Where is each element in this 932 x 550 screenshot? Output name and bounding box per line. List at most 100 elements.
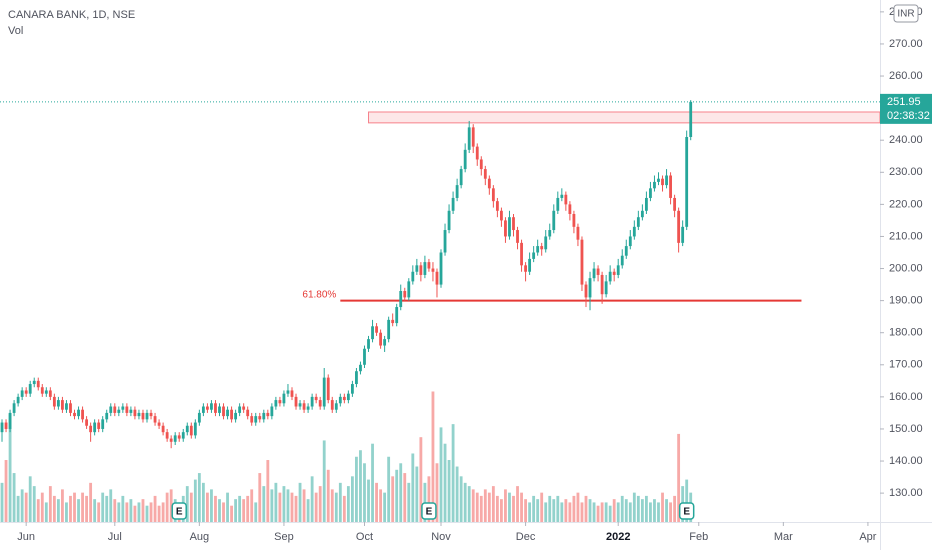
candle-body (16, 396, 20, 404)
volume-bar (657, 502, 660, 522)
candle-body (572, 213, 576, 227)
volume-bar (600, 502, 604, 522)
volume-bar (310, 476, 314, 522)
candle-body (359, 364, 362, 372)
candle-body (584, 284, 588, 298)
volume-bar (371, 443, 374, 522)
x-tick-label: Apr (859, 531, 876, 543)
volume-bar (350, 476, 354, 522)
volume-bar (620, 495, 624, 522)
candle-body (653, 181, 656, 189)
y-tick-label: 270.00 (889, 38, 923, 50)
volume-bar (616, 502, 620, 522)
candle-body (338, 396, 342, 404)
x-tick-label: Jul (108, 531, 122, 543)
volume-bar (640, 499, 644, 522)
volume-bar (157, 505, 161, 522)
earnings-label: E (683, 507, 690, 518)
volume-bar (685, 479, 689, 522)
candle-body (532, 252, 536, 259)
volume-bar (528, 502, 532, 522)
candle-body (342, 396, 346, 401)
y-tick-label: 230.00 (889, 166, 923, 178)
candle-body (28, 384, 32, 394)
candle-body (395, 307, 399, 324)
candle-body (318, 400, 322, 407)
candle-body (508, 217, 511, 237)
candle-body (673, 197, 677, 211)
y-tick-label: 160.00 (889, 391, 923, 403)
candle-body (371, 326, 374, 340)
candle-body (592, 268, 596, 279)
volume-bar (206, 492, 209, 522)
candle-body (262, 412, 266, 420)
volume-bar (399, 463, 403, 522)
volume-bar (97, 502, 101, 522)
candle-body (495, 201, 499, 211)
candle-body (218, 406, 221, 413)
volume-bar (459, 476, 463, 522)
candle-body (201, 406, 205, 413)
volume-bar (572, 495, 576, 522)
candle-body (206, 406, 209, 410)
volume-bar (471, 489, 475, 522)
volume-bar (214, 495, 217, 522)
volume-bar (363, 463, 366, 522)
candle-body (137, 412, 141, 417)
earnings-marker (171, 502, 187, 520)
candle-body (52, 396, 56, 407)
y-tick-label: 170.00 (889, 359, 923, 371)
volume-bar (65, 502, 68, 522)
volume-bar (669, 502, 672, 522)
candle-body (197, 412, 201, 423)
candle-body (391, 319, 395, 324)
volume-bar (40, 492, 44, 522)
candle-body (487, 178, 491, 189)
candle-body (411, 271, 415, 282)
volume-bar (149, 502, 153, 522)
volume-bar (36, 499, 40, 522)
x-tick-label: Jun (17, 531, 35, 543)
candle-body (423, 262, 427, 275)
y-tick-label: 200.00 (889, 262, 923, 274)
volume-bar (338, 482, 342, 522)
earnings-marker (678, 502, 695, 520)
volume-bar (439, 427, 443, 522)
candle-body (669, 175, 672, 198)
volume-bar (636, 495, 640, 522)
candle-body (121, 406, 125, 410)
y-tick-label: 220.00 (889, 198, 923, 210)
volume-bar (463, 482, 467, 522)
volume-bar (242, 499, 246, 522)
volume-bar (568, 502, 572, 522)
candle-body (145, 412, 149, 420)
volume-bar (665, 499, 668, 522)
volume-bar (548, 495, 552, 522)
volume-bar (101, 492, 105, 522)
volume-bar (153, 495, 157, 522)
volume-bar (24, 492, 28, 522)
volume-bar (391, 476, 395, 522)
candle-body (604, 281, 608, 295)
volume-bar (306, 499, 310, 522)
volume-bar (137, 502, 141, 522)
x-tick-label: Sep (274, 531, 294, 543)
volume-bar (588, 499, 592, 522)
volume-bar (218, 499, 221, 522)
x-tick-label: Oct (356, 531, 373, 543)
volume-bar (81, 492, 84, 522)
volume-bar (32, 486, 36, 522)
candle-body (266, 412, 270, 417)
volume-bar (516, 486, 519, 522)
candle-body (310, 396, 314, 407)
volume-bar (355, 456, 358, 522)
candle-body (298, 403, 302, 407)
candle-body (20, 390, 24, 397)
volume-bar (165, 492, 169, 522)
candle-body (226, 409, 229, 417)
volume-bar (604, 502, 608, 522)
volume-bar (495, 495, 499, 522)
volume-bar (197, 473, 201, 522)
volume-bar (544, 502, 548, 522)
volume-bar (222, 502, 225, 522)
